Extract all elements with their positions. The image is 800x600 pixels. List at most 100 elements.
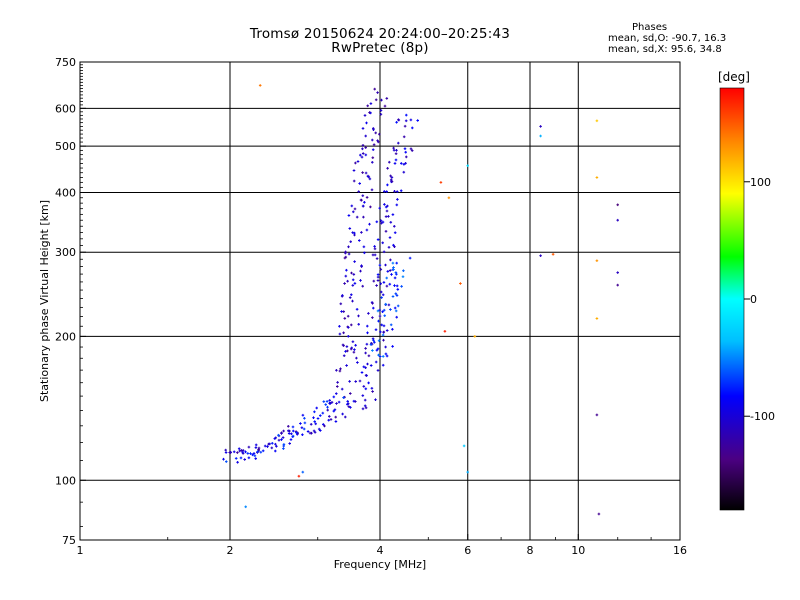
data-point (294, 431, 298, 434)
data-point (234, 457, 238, 460)
data-point (395, 284, 399, 288)
data-point (347, 252, 351, 256)
data-point (254, 457, 257, 460)
data-point (326, 405, 329, 409)
data-point (399, 162, 403, 165)
data-point (340, 294, 344, 298)
y-tick-label: 100 (55, 474, 76, 487)
data-point (401, 275, 405, 279)
data-point (396, 141, 400, 145)
data-point (384, 215, 388, 218)
data-point (366, 331, 369, 335)
data-point (410, 126, 414, 130)
data-point (363, 201, 366, 204)
data-point (268, 442, 272, 446)
data-point (361, 127, 365, 130)
data-point (239, 456, 243, 460)
data-point (373, 245, 376, 248)
data-point (403, 124, 407, 128)
data-point (390, 176, 394, 179)
isolated-point (462, 444, 466, 448)
data-point (396, 198, 399, 201)
isolated-point (244, 505, 247, 509)
isolated-point (258, 84, 262, 87)
data-point (341, 412, 344, 416)
data-point (334, 392, 338, 395)
data-point (383, 104, 387, 108)
data-point (338, 369, 342, 373)
data-point (247, 456, 251, 460)
data-point (336, 381, 339, 384)
data-point (306, 430, 310, 433)
data-point (379, 219, 383, 222)
data-point (281, 436, 285, 439)
data-point (362, 215, 365, 219)
data-point (394, 292, 398, 296)
data-point (371, 148, 375, 151)
isolated-point (539, 134, 542, 138)
data-point (368, 222, 371, 226)
data-point (351, 210, 355, 214)
data-point (386, 183, 389, 187)
data-point (232, 450, 236, 454)
data-point (247, 445, 251, 449)
stats-line-x: mean, sd,X: 95.6, 34.8 (608, 44, 722, 55)
data-point (365, 324, 369, 328)
data-point (347, 245, 350, 249)
data-point (363, 114, 367, 117)
data-point (363, 404, 367, 408)
data-point (249, 452, 252, 455)
data-point (353, 348, 356, 351)
data-point (389, 221, 393, 224)
x-tick-label: 16 (673, 544, 687, 557)
data-point (254, 443, 258, 447)
data-point (404, 113, 408, 117)
data-point (355, 356, 358, 360)
data-point (385, 276, 389, 280)
data-point (383, 203, 386, 206)
data-point (394, 158, 398, 162)
data-point (378, 206, 382, 210)
data-point (359, 269, 362, 273)
data-point (286, 424, 290, 428)
data-point (382, 308, 386, 312)
data-point (261, 449, 265, 453)
isolated-point (595, 259, 599, 263)
data-point (345, 364, 348, 367)
data-point (367, 312, 370, 315)
data-point (361, 194, 365, 197)
data-point (382, 250, 386, 254)
data-point (228, 451, 231, 454)
data-point (364, 366, 367, 370)
data-point (404, 162, 407, 165)
data-point (237, 447, 241, 451)
data-point (369, 205, 372, 209)
data-point (316, 417, 320, 420)
data-point (402, 269, 405, 273)
chart-subtitle: RwPretec (8p) (331, 40, 429, 56)
data-point (243, 458, 246, 461)
data-point (391, 327, 394, 331)
data-point (367, 381, 370, 385)
data-point (300, 426, 304, 430)
data-point (399, 189, 403, 192)
data-point (395, 203, 399, 207)
data-point (384, 230, 388, 233)
data-point (394, 271, 398, 274)
colorbar (719, 87, 745, 511)
colorbar-tick-label: 0 (750, 293, 757, 306)
data-point (377, 339, 381, 343)
data-point (222, 457, 225, 461)
isolated-point (551, 253, 555, 256)
data-point (378, 314, 382, 318)
data-point (373, 87, 377, 91)
y-tick-label: 200 (55, 330, 76, 343)
colorbar-label: [deg] (718, 70, 750, 84)
data-point (321, 423, 325, 426)
data-point (385, 97, 389, 100)
data-point (376, 279, 380, 282)
data-point (376, 139, 379, 142)
data-point (368, 177, 372, 181)
data-point (329, 418, 333, 421)
